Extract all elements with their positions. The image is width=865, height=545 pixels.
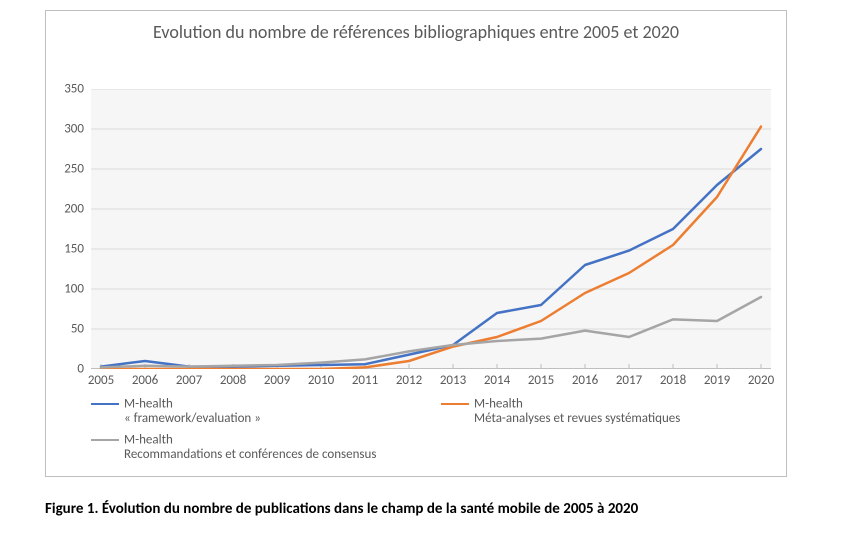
x-tick-label: 2010 — [308, 373, 334, 388]
y-axis-labels: 050100150200250300350 — [46, 89, 88, 369]
legend-item-3: M-health Recommandations et conférences … — [91, 432, 431, 463]
x-tick-label: 2018 — [660, 373, 686, 388]
x-tick-label: 2014 — [484, 373, 510, 388]
legend-item-2: M-health Méta-analyses et revues systéma… — [441, 396, 781, 427]
y-tick-label: 150 — [64, 242, 84, 257]
x-tick-label: 2009 — [264, 373, 290, 388]
x-tick-label: 2006 — [132, 373, 158, 388]
x-tick-label: 2005 — [88, 373, 114, 388]
legend-swatch — [441, 403, 469, 405]
y-tick-label: 250 — [64, 162, 84, 177]
x-tick-label: 2016 — [572, 373, 598, 388]
x-tick-label: 2017 — [616, 373, 642, 388]
x-tick-label: 2012 — [396, 373, 422, 388]
x-tick-label: 2007 — [176, 373, 202, 388]
y-tick-label: 50 — [71, 322, 84, 337]
y-tick-label: 300 — [64, 122, 84, 137]
x-tick-label: 2019 — [704, 373, 730, 388]
legend-label: M-health — [124, 432, 173, 447]
y-tick-label: 200 — [64, 202, 84, 217]
legend-label: M-health — [474, 396, 523, 411]
chart-svg — [91, 89, 771, 369]
page: { "chart": { "type": "line", "title": "E… — [0, 0, 865, 545]
x-tick-label: 2013 — [440, 373, 466, 388]
x-tick-label: 2008 — [220, 373, 246, 388]
plot-area — [91, 89, 771, 369]
legend-sublabel: Méta-analyses et revues systématiques — [474, 411, 781, 427]
legend: M-health « framework/evaluation » M-heal… — [91, 396, 771, 471]
legend-swatch — [91, 403, 119, 405]
legend-swatch — [91, 439, 119, 441]
x-axis-labels: 2005 2006 2007 2008 2009 2010 2011 2012 2013 2014… — [91, 371, 771, 393]
chart-container: Evolution du nombre de références biblio… — [45, 10, 787, 477]
x-tick-label: 2015 — [528, 373, 554, 388]
chart-title: Evolution du nombre de références biblio… — [46, 11, 786, 44]
x-tick-label: 2020 — [748, 373, 774, 388]
x-tick-label: 2011 — [352, 373, 378, 388]
y-tick-label: 0 — [77, 362, 84, 377]
y-tick-label: 100 — [64, 282, 84, 297]
legend-sublabel: « framework/evaluation » — [124, 411, 431, 427]
legend-item-1: M-health « framework/evaluation » — [91, 396, 431, 427]
figure-caption: Figure 1. Évolution du nombre de publica… — [45, 500, 638, 518]
y-tick-label: 350 — [64, 82, 84, 97]
legend-label: M-health — [124, 396, 173, 411]
legend-sublabel: Recommandations et conférences de consen… — [124, 447, 431, 463]
